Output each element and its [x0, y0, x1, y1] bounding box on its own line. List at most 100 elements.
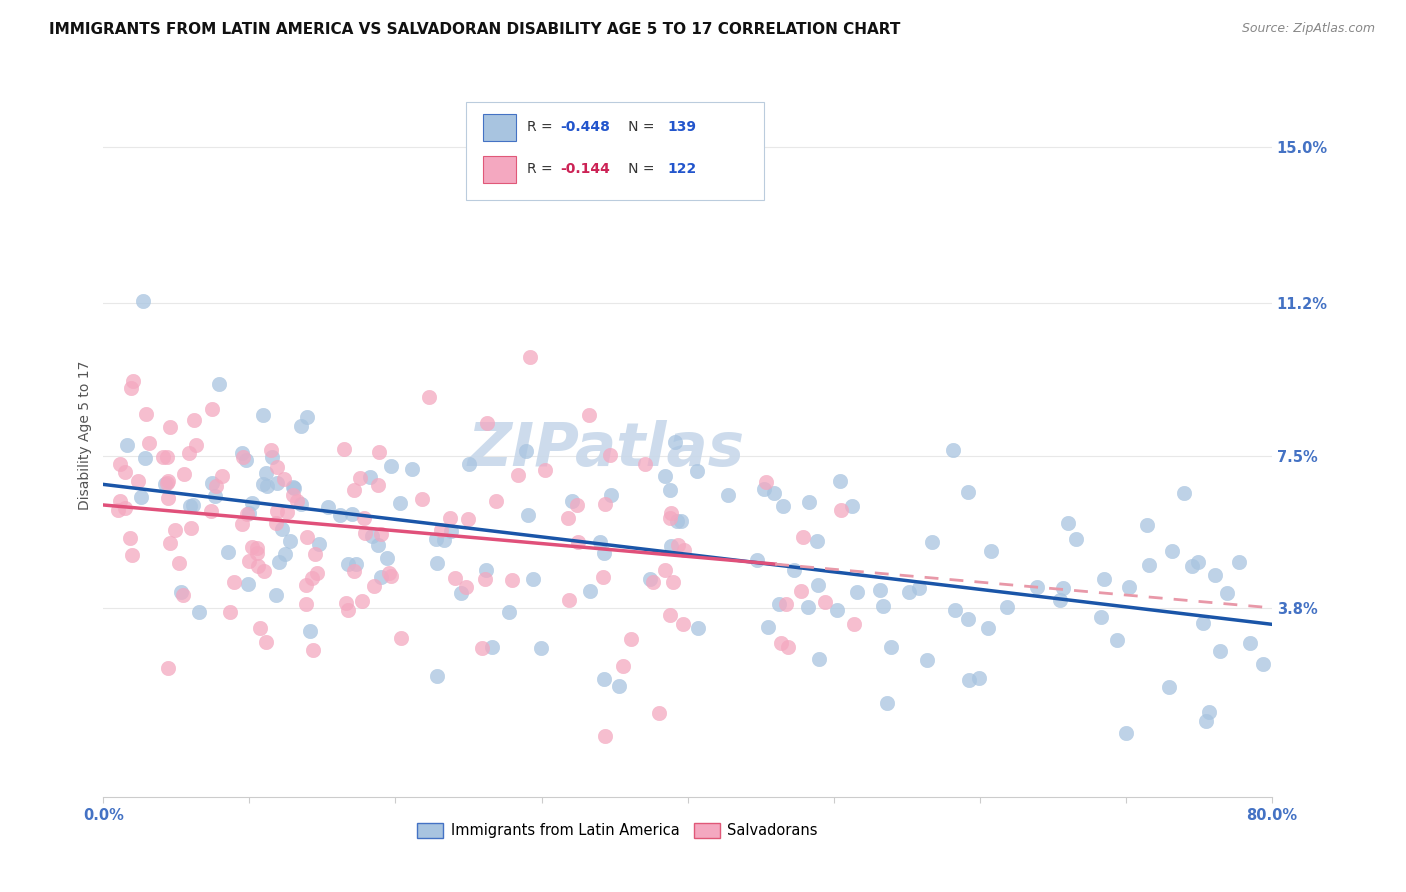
Point [179, 499, 201, 513]
Point [789, 583, 811, 598]
Point [841, 500, 863, 514]
Point [108, 494, 131, 508]
Point [957, 612, 980, 626]
Point [806, 534, 828, 549]
Point [304, 547, 326, 561]
Point [266, 504, 288, 518]
Text: -0.144: -0.144 [560, 162, 610, 177]
Point [688, 621, 710, 635]
Point [440, 524, 463, 538]
Point [252, 408, 274, 422]
Text: -0.448: -0.448 [560, 120, 610, 135]
Point [558, 593, 581, 607]
Point [370, 526, 392, 541]
Point [592, 673, 614, 687]
Point [211, 468, 233, 483]
Point [957, 484, 980, 499]
Point [318, 500, 340, 515]
Point [360, 529, 382, 543]
Point [776, 640, 799, 654]
Point [661, 574, 683, 589]
Point [163, 523, 186, 537]
Point [995, 600, 1018, 615]
Point [184, 437, 207, 451]
Point [806, 578, 828, 592]
Point [290, 419, 312, 434]
Point [755, 475, 778, 489]
Point [686, 464, 709, 478]
Point [295, 410, 318, 425]
Point [219, 605, 242, 619]
Point [808, 651, 831, 665]
Point [1136, 518, 1159, 533]
Point [1026, 580, 1049, 594]
Point [388, 496, 411, 510]
Point [717, 488, 740, 502]
Point [276, 505, 298, 519]
Text: IMMIGRANTS FROM LATIN AMERICA VS SALVADORAN DISABILITY AGE 5 TO 17 CORRELATION C: IMMIGRANTS FROM LATIN AMERICA VS SALVADO… [49, 22, 901, 37]
Point [557, 510, 579, 524]
Point [401, 462, 423, 476]
Point [782, 563, 804, 577]
Point [170, 585, 193, 599]
Point [567, 535, 589, 549]
Point [593, 497, 616, 511]
Point [343, 564, 366, 578]
Text: Source: ZipAtlas.com: Source: ZipAtlas.com [1241, 22, 1375, 36]
Point [567, 498, 589, 512]
Point [217, 545, 239, 559]
Point [666, 538, 689, 552]
Point [1049, 592, 1071, 607]
Point [389, 631, 412, 645]
Point [301, 571, 323, 585]
Point [768, 597, 790, 611]
FancyBboxPatch shape [465, 102, 763, 200]
Point [236, 577, 259, 591]
Point [283, 482, 305, 496]
Point [256, 479, 278, 493]
Point [332, 442, 354, 456]
Point [825, 603, 848, 617]
Point [380, 458, 402, 473]
Point [430, 523, 453, 537]
Point [342, 507, 364, 521]
Point [1064, 532, 1087, 546]
Point [114, 465, 136, 479]
Point [353, 511, 375, 525]
Point [599, 488, 621, 502]
Point [115, 438, 138, 452]
Point [235, 453, 257, 467]
Point [108, 457, 131, 471]
Y-axis label: Disability Age 5 to 17: Disability Age 5 to 17 [79, 360, 93, 509]
Text: R =: R = [527, 162, 558, 177]
Point [246, 546, 269, 560]
Point [157, 491, 180, 505]
Point [762, 486, 785, 500]
Point [665, 514, 688, 528]
Point [506, 467, 529, 482]
Point [224, 574, 246, 589]
Point [238, 554, 260, 568]
Point [1105, 632, 1128, 647]
Point [671, 514, 693, 528]
Point [517, 508, 540, 522]
Point [352, 594, 374, 608]
Point [756, 619, 779, 633]
Point [1208, 644, 1230, 658]
Point [599, 448, 621, 462]
Point [1118, 581, 1140, 595]
Point [153, 477, 176, 491]
Point [377, 551, 399, 566]
Point [659, 506, 682, 520]
Point [120, 381, 142, 395]
Point [842, 617, 865, 632]
Point [908, 581, 931, 595]
Text: N =: N = [614, 120, 659, 135]
Point [1056, 516, 1078, 530]
Point [1239, 635, 1261, 649]
Point [231, 450, 253, 464]
Point [187, 605, 209, 619]
Point [485, 494, 508, 508]
Point [425, 532, 447, 546]
Point [1192, 616, 1215, 631]
